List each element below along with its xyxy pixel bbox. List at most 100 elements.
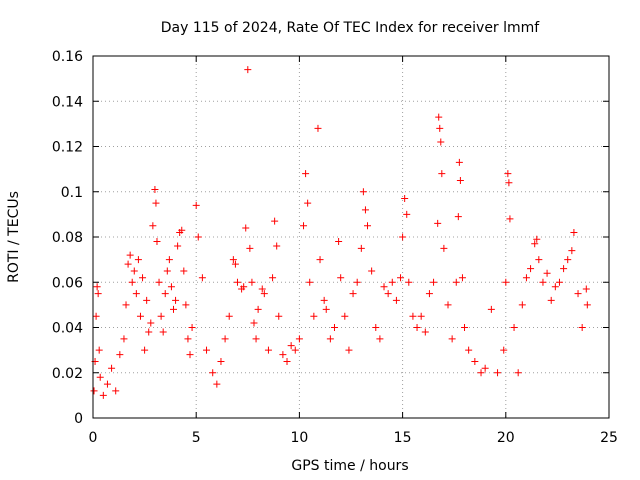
data-point: [430, 278, 438, 286]
data-point: [456, 176, 464, 184]
data-point: [458, 274, 466, 282]
y-tick-label: 0.04: [52, 321, 83, 337]
data-point: [169, 305, 177, 313]
data-point: [152, 199, 160, 207]
data-point: [435, 113, 443, 121]
data-point: [510, 324, 518, 331]
data-point: [209, 369, 217, 377]
data-point: [213, 380, 221, 388]
data-point: [539, 278, 547, 286]
data-point: [421, 328, 429, 336]
x-tick-label: 25: [600, 430, 618, 446]
data-point: [357, 244, 365, 252]
x-tick-label: 15: [394, 430, 412, 446]
data-point: [413, 324, 421, 331]
data-point: [337, 274, 345, 282]
data-point: [90, 387, 98, 395]
data-point: [403, 210, 411, 218]
data-point: [161, 290, 169, 298]
data-point: [186, 351, 194, 359]
data-point: [291, 346, 299, 354]
axes: 0 0.02 0.04 0.06 0.08 0.1 0.12 0.14 0.16 0 5 10 15 20…: [52, 49, 618, 446]
data-point: [583, 301, 591, 309]
data-point: [283, 357, 291, 365]
data-point: [349, 290, 357, 298]
data-point: [438, 170, 446, 178]
data-point: [361, 206, 369, 214]
data-point: [279, 351, 287, 359]
data-point: [514, 369, 522, 377]
data-points: [90, 66, 591, 399]
data-point: [221, 335, 229, 343]
y-axis-label: ROTI / TECUs: [6, 191, 22, 283]
data-point: [180, 267, 188, 275]
data-point: [233, 278, 241, 286]
data-point: [242, 224, 250, 232]
data-point: [159, 328, 167, 336]
data-point: [578, 324, 586, 331]
data-point: [225, 312, 233, 320]
y-tick-label: 0.12: [52, 140, 83, 156]
data-point: [551, 283, 559, 291]
data-point: [461, 324, 469, 331]
data-point: [182, 301, 190, 309]
y-tick-label: 0.1: [61, 185, 83, 201]
data-point: [388, 278, 396, 286]
data-point: [335, 238, 343, 246]
data-point: [564, 256, 572, 264]
data-point: [93, 283, 101, 291]
data-point: [353, 278, 361, 286]
data-point: [157, 312, 165, 320]
data-point: [198, 274, 206, 282]
data-point: [531, 240, 539, 248]
x-tick-label: 10: [290, 430, 308, 446]
data-point: [217, 357, 225, 365]
data-point: [141, 346, 149, 354]
data-point: [399, 233, 407, 241]
data-point: [436, 124, 444, 132]
data-point: [481, 364, 489, 372]
data-point: [112, 387, 120, 395]
data-point: [287, 342, 295, 350]
data-point: [326, 335, 334, 343]
data-point: [132, 290, 140, 298]
data-point: [124, 260, 132, 268]
data-point: [163, 267, 171, 275]
data-point: [506, 215, 514, 223]
data-point: [345, 346, 353, 354]
data-point: [471, 357, 479, 365]
data-point: [271, 217, 279, 225]
data-point: [145, 328, 153, 336]
data-point: [437, 138, 445, 146]
data-point: [372, 324, 380, 331]
data-point: [254, 305, 262, 313]
data-point: [401, 195, 409, 203]
data-point: [364, 222, 372, 230]
data-point: [130, 267, 138, 275]
data-point: [409, 312, 417, 320]
plot-frame: [92, 55, 610, 419]
data-point: [465, 346, 473, 354]
data-point: [376, 335, 384, 343]
data-point: [99, 391, 107, 399]
data-point: [96, 373, 104, 381]
data-point: [269, 274, 277, 282]
data-point: [153, 238, 161, 246]
data-point: [444, 301, 452, 309]
data-point: [543, 269, 551, 277]
data-point: [494, 369, 502, 377]
data-point: [533, 235, 541, 243]
data-point: [535, 256, 543, 264]
data-point: [397, 274, 405, 282]
data-point: [192, 201, 200, 209]
data-point: [380, 283, 388, 291]
data-point: [126, 251, 134, 259]
data-point: [244, 66, 252, 74]
chart-title: Day 115 of 2024, Rate Of TEC Index for r…: [161, 20, 541, 36]
data-point: [527, 265, 535, 273]
data-point: [392, 296, 400, 304]
data-point: [295, 335, 303, 343]
y-tick-label: 0.16: [52, 49, 83, 65]
data-point: [174, 242, 182, 250]
data-point: [136, 312, 144, 320]
